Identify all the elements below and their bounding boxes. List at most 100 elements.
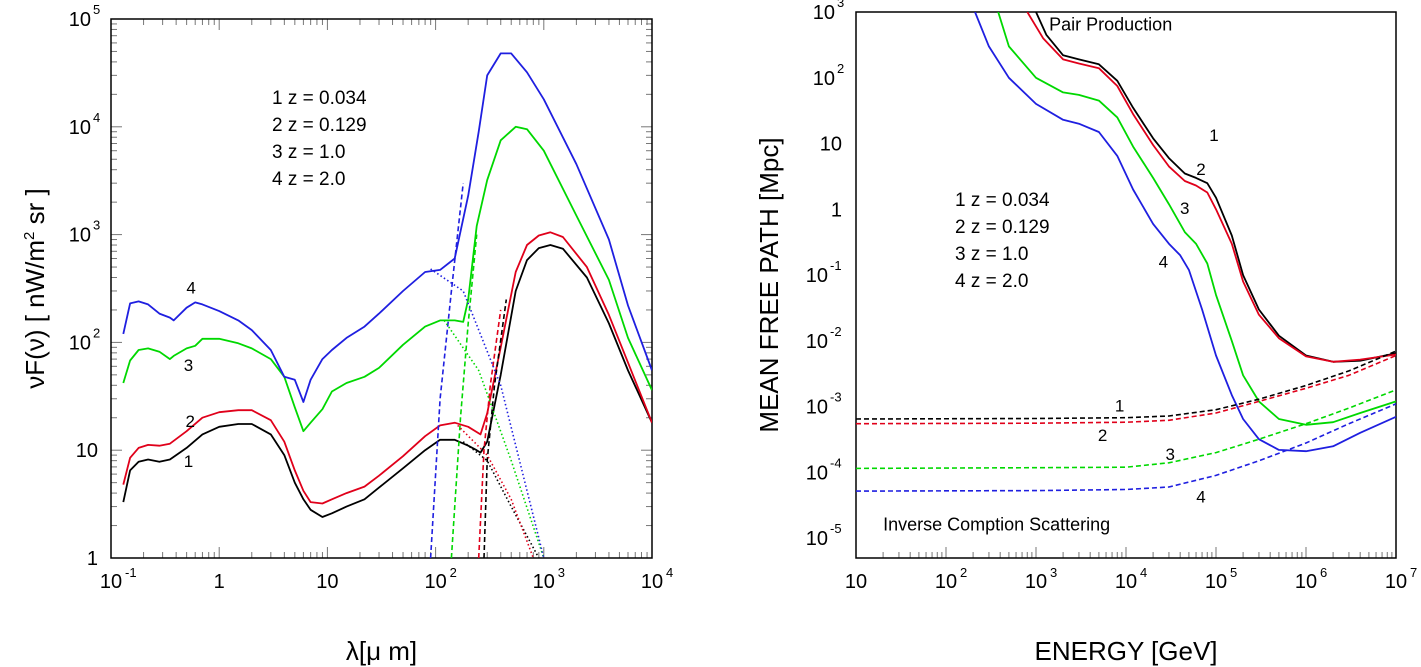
- series-dashed-line-4: [483, 299, 508, 558]
- y-axis-title: νF(ν) [ nW/m2 sr ]: [20, 188, 50, 388]
- series-solid-line-4: [122, 52, 652, 403]
- curve-label: 1: [1115, 396, 1124, 415]
- curve-label: 3: [1165, 445, 1174, 464]
- y-tick-label: 10: [813, 2, 835, 24]
- y-tick-exponent: 3: [837, 0, 844, 10]
- annotation: Inverse Comption Scattering: [883, 515, 1110, 535]
- y-tick-exponent: -4: [830, 455, 842, 470]
- y-tick-label: 10: [76, 440, 98, 462]
- y-tick-exponent: -2: [830, 324, 842, 339]
- y-tick-exponent: -3: [830, 390, 842, 405]
- y-tick-exponent: 4: [93, 110, 100, 125]
- y-tick-label: 10: [806, 397, 828, 419]
- x-tick-label: 1: [214, 571, 225, 593]
- series-dashed-line-3: [856, 389, 1396, 470]
- x-tick-label: 10: [424, 571, 446, 593]
- x-tick-exponent: 2: [960, 565, 967, 580]
- series-solid-line-1: [122, 244, 652, 518]
- x-tick-exponent: 6: [1320, 565, 1327, 580]
- legend-entry: 3 z = 1.0: [272, 142, 345, 163]
- x-tick-exponent: 2: [450, 565, 457, 580]
- curve-label: 4: [186, 278, 195, 297]
- x-tick-label: 10: [1205, 571, 1227, 593]
- axis-ticks: [855, 547, 1393, 558]
- legend-entry: 4 z = 2.0: [955, 271, 1028, 292]
- x-tick-exponent: -1: [125, 565, 137, 580]
- series-solid-line-2: [122, 231, 652, 505]
- y-tick-label: 1: [831, 199, 842, 221]
- series-dashed-line-7: [429, 183, 464, 558]
- curve-label: 4: [1196, 487, 1205, 506]
- y-tick-exponent: 2: [93, 325, 100, 340]
- series-dashed-line-5: [477, 309, 502, 558]
- series-solid-line-2: [1026, 12, 1396, 363]
- y-tick-label: 1: [87, 548, 98, 570]
- x-tick-exponent: 7: [1410, 565, 1417, 580]
- y-tick-label: 10: [820, 134, 842, 156]
- legend-entry: 4 z = 2.0: [272, 169, 345, 190]
- y-tick-label: 10: [69, 9, 91, 31]
- series-dashed-line-1: [856, 350, 1396, 420]
- y-tick-label: 10: [806, 528, 828, 550]
- y-tick-label: 10: [69, 225, 91, 247]
- x-tick-label: 10: [316, 571, 338, 593]
- series-dotted-line-8: [462, 441, 540, 558]
- x-tick-exponent: 3: [558, 565, 565, 580]
- y-tick-label: 10: [813, 68, 835, 90]
- series-dotted-line-10: [443, 319, 545, 558]
- y-tick-label: 10: [69, 117, 91, 139]
- x-tick-exponent: 5: [1230, 565, 1237, 580]
- series-group: [122, 52, 652, 558]
- y-tick-label: 10: [69, 332, 91, 354]
- annotation: Pair Production: [1049, 15, 1172, 35]
- curve-label: 3: [184, 356, 193, 375]
- y-tick-exponent: -1: [830, 258, 842, 273]
- y-tick-exponent: 2: [837, 61, 844, 76]
- series-solid-line-3: [997, 12, 1396, 426]
- legend-entry: 1 z = 0.034: [955, 190, 1050, 211]
- y-tick-label: 10: [806, 331, 828, 353]
- chart-right-mean-free-path: 10 10 2 10 3 10 4 10 5 10 6 10 710 -510 -410 -310 -210 -1…: [754, 0, 1417, 666]
- curve-label: 4: [1159, 253, 1168, 272]
- x-tick-label: 10: [641, 571, 663, 593]
- x-axis-title: ENERGY [GeV]: [1034, 636, 1217, 666]
- x-tick-exponent: 3: [1050, 565, 1057, 580]
- curve-label: 1: [184, 452, 193, 471]
- x-tick-label: 10: [1025, 571, 1047, 593]
- curve-label: 2: [1196, 160, 1205, 179]
- plot-frame: [110, 18, 653, 559]
- y-tick-exponent: 5: [93, 2, 100, 17]
- legend-entry: 2 z = 0.129: [272, 115, 367, 136]
- series-dashed-line-6: [450, 234, 478, 558]
- series-solid-line-3: [122, 125, 652, 433]
- x-tick-label: 10: [100, 571, 122, 593]
- series-dashed-line-2: [856, 354, 1396, 425]
- plot-frame: [855, 11, 1397, 559]
- x-tick-label: 10: [1295, 571, 1317, 593]
- x-tick-label: 10: [533, 571, 555, 593]
- x-tick-label: 10: [845, 571, 867, 593]
- series-solid-line-4: [974, 12, 1396, 453]
- legend-entry: 3 z = 1.0: [955, 244, 1028, 265]
- curve-label: 1: [1209, 126, 1218, 145]
- y-axis-title: MEAN FREE PATH [Mpc]: [754, 137, 784, 432]
- series-dotted-line-9: [457, 424, 535, 558]
- y-tick-exponent: -5: [830, 521, 842, 536]
- y-tick-label: 10: [806, 265, 828, 287]
- x-tick-exponent: 4: [666, 565, 673, 580]
- curve-label: 2: [186, 412, 195, 431]
- x-axis-title: λ[μ m]: [346, 636, 417, 666]
- x-tick-label: 10: [1115, 571, 1137, 593]
- legend-entry: 2 z = 0.129: [955, 217, 1050, 238]
- curve-label: 3: [1180, 199, 1189, 218]
- y-tick-label: 10: [806, 462, 828, 484]
- x-tick-label: 10: [1385, 571, 1407, 593]
- legend-entry: 1 z = 0.034: [272, 88, 367, 109]
- x-tick-exponent: 4: [1140, 565, 1147, 580]
- series-group: [856, 12, 1396, 492]
- curve-label: 2: [1098, 426, 1107, 445]
- x-tick-label: 10: [935, 571, 957, 593]
- y-tick-exponent: 3: [93, 218, 100, 233]
